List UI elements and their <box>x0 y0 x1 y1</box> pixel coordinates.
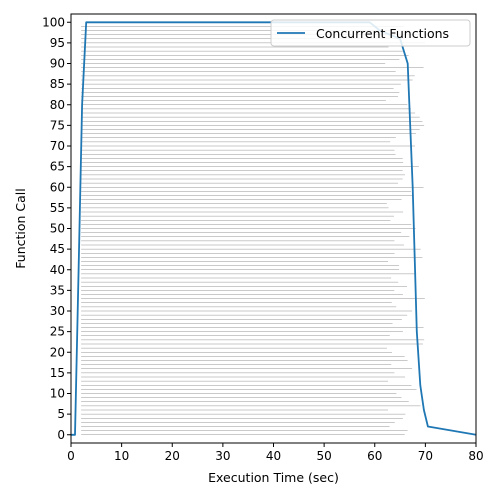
y-tick-label: 85 <box>50 77 65 91</box>
function-call-spans <box>81 26 425 436</box>
x-tick-label: 10 <box>114 449 129 463</box>
y-tick-label: 45 <box>50 242 65 256</box>
y-tick-label: 55 <box>50 201 65 215</box>
y-tick-label: 5 <box>57 407 65 421</box>
legend-entry-concurrent-functions: Concurrent Functions <box>316 26 449 41</box>
y-tick-label: 90 <box>50 57 65 71</box>
x-tick-label: 40 <box>266 449 281 463</box>
x-tick-label: 60 <box>367 449 382 463</box>
legend: Concurrent Functions <box>270 19 471 47</box>
x-tick-label: 0 <box>67 449 75 463</box>
y-tick-label: 80 <box>50 98 65 112</box>
x-tick-label: 50 <box>316 449 331 463</box>
y-tick-label: 100 <box>42 15 65 29</box>
legend-box <box>270 19 471 47</box>
y-tick-label: 20 <box>50 345 65 359</box>
x-axis-label: Execution Time (sec) <box>208 470 339 485</box>
x-tick-label: 20 <box>165 449 180 463</box>
y-tick-label: 60 <box>50 180 65 194</box>
y-tick-label: 35 <box>50 283 65 297</box>
y-tick-label: 50 <box>50 222 65 236</box>
y-tick-label: 40 <box>50 263 65 277</box>
y-tick-label: 10 <box>50 387 65 401</box>
x-tick-label: 80 <box>468 449 483 463</box>
y-tick-label: 0 <box>57 428 65 442</box>
y-tick-label: 25 <box>50 325 65 339</box>
y-tick-label: 15 <box>50 366 65 380</box>
y-tick-label: 65 <box>50 160 65 174</box>
y-tick-label: 30 <box>50 304 65 318</box>
y-axis-label: Function Call <box>13 188 28 268</box>
x-tick-label: 30 <box>215 449 230 463</box>
axes: 0 10 20 30 40 50 60 70 80 0 5 10 15 20 25 30 35 40 45 50 55 6… <box>42 13 484 463</box>
y-tick-label: 75 <box>50 118 65 132</box>
y-tick-label: 70 <box>50 139 65 153</box>
x-tick-label: 70 <box>418 449 433 463</box>
y-tick-label: 95 <box>50 36 65 50</box>
